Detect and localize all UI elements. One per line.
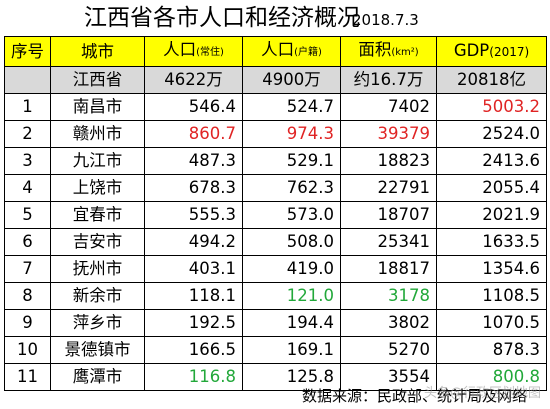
row-gdp: 800.8 <box>436 363 547 391</box>
row-area: 3178 <box>340 282 437 310</box>
row-index: 11 <box>4 363 51 391</box>
row-area: 5270 <box>340 336 437 364</box>
row-gdp: 878.3 <box>436 336 547 364</box>
row-index: 8 <box>4 282 51 310</box>
row-index: 5 <box>4 201 51 229</box>
row-gdp: 2021.9 <box>436 201 547 229</box>
row-city: 上饶市 <box>50 174 145 202</box>
row-pop-registered: 125.8 <box>242 363 341 391</box>
row-pop-resident: 555.3 <box>144 201 243 229</box>
table-row: 2 赣州市 860.7 974.3 39379 2524.0 <box>4 120 547 148</box>
row-pop-resident: 494.2 <box>144 228 243 256</box>
table-row: 10 景德镇市 166.5 169.1 5270 878.3 <box>4 336 547 364</box>
table-row: 9 萍乡市 192.5 194.4 3802 1070.5 <box>4 309 547 337</box>
row-pop-resident: 678.3 <box>144 174 243 202</box>
province-name: 江西省 <box>50 66 145 94</box>
table-row: 7 抚州市 403.1 419.0 18817 1354.6 <box>4 255 547 283</box>
row-area: 22791 <box>340 174 437 202</box>
table-row: 11 鹰潭市 116.8 125.8 3554 800.8 <box>4 363 547 391</box>
row-city: 南昌市 <box>50 93 145 121</box>
row-gdp: 2524.0 <box>436 120 547 148</box>
table-title: 江西省各市人口和经济概况 <box>84 5 360 31</box>
row-pop-registered: 121.0 <box>242 282 341 310</box>
row-pop-resident: 487.3 <box>144 147 243 175</box>
province-pop-resident: 4622万 <box>144 66 243 94</box>
row-city: 新余市 <box>50 282 145 310</box>
row-pop-registered: 529.1 <box>242 147 341 175</box>
header-area: 面积(km²) <box>340 36 437 67</box>
row-gdp: 1354.6 <box>436 255 547 283</box>
table-row: 8 新余市 118.1 121.0 3178 1108.5 <box>4 282 547 310</box>
province-pop-registered: 4900万 <box>242 66 341 94</box>
header-index: 序号 <box>4 36 51 67</box>
row-city: 抚州市 <box>50 255 145 283</box>
table-row: 5 宜春市 555.3 573.0 18707 2021.9 <box>4 201 547 229</box>
row-index: 9 <box>4 309 51 337</box>
row-area: 18817 <box>340 255 437 283</box>
row-pop-resident: 403.1 <box>144 255 243 283</box>
row-pop-registered: 974.3 <box>242 120 341 148</box>
row-area: 25341 <box>340 228 437 256</box>
province-row: 江西省 4622万 4900万 约16.7万 20818亿 <box>4 66 547 94</box>
row-pop-registered: 762.3 <box>242 174 341 202</box>
row-gdp: 2055.4 <box>436 174 547 202</box>
table-row: 3 九江市 487.3 529.1 18823 2413.6 <box>4 147 547 175</box>
province-area: 约16.7万 <box>340 66 437 94</box>
row-pop-registered: 169.1 <box>242 336 341 364</box>
row-pop-resident: 860.7 <box>144 120 243 148</box>
table-date: 2018.7.3 <box>352 11 419 29</box>
row-area: 3802 <box>340 309 437 337</box>
row-city: 景德镇市 <box>50 336 145 364</box>
province-gdp: 20818亿 <box>436 66 547 94</box>
row-pop-resident: 166.5 <box>144 336 243 364</box>
province-index <box>4 66 51 94</box>
row-area: 18823 <box>340 147 437 175</box>
row-pop-registered: 508.0 <box>242 228 341 256</box>
row-gdp: 1108.5 <box>436 282 547 310</box>
row-index: 1 <box>4 93 51 121</box>
watermark: 头条@行政区划地图 <box>424 386 542 401</box>
header-city: 城市 <box>50 36 145 67</box>
row-area: 7402 <box>340 93 437 121</box>
title-bar: 江西省各市人口和经济概况 2018.7.3 <box>0 0 550 36</box>
header-pop-resident: 人口(常住) <box>144 36 243 67</box>
row-city: 赣州市 <box>50 120 145 148</box>
row-area: 18707 <box>340 201 437 229</box>
table-row: 4 上饶市 678.3 762.3 22791 2055.4 <box>4 174 547 202</box>
row-pop-resident: 116.8 <box>144 363 243 391</box>
row-gdp: 5003.2 <box>436 93 547 121</box>
row-city: 宜春市 <box>50 201 145 229</box>
row-pop-registered: 573.0 <box>242 201 341 229</box>
row-pop-resident: 546.4 <box>144 93 243 121</box>
row-city: 九江市 <box>50 147 145 175</box>
header-row: 序号 城市 人口(常住) 人口(户籍) 面积(km²) GDP(2017) <box>4 36 547 67</box>
data-source-note: 数据来源：民政部、统计局及网络 <box>302 387 528 405</box>
header-gdp: GDP(2017) <box>436 36 547 67</box>
header-pop-registered: 人口(户籍) <box>242 36 341 67</box>
row-gdp: 1070.5 <box>436 309 547 337</box>
row-index: 6 <box>4 228 51 256</box>
row-index: 10 <box>4 336 51 364</box>
row-pop-registered: 194.4 <box>242 309 341 337</box>
row-pop-registered: 524.7 <box>242 93 341 121</box>
row-index: 4 <box>4 174 51 202</box>
row-pop-resident: 118.1 <box>144 282 243 310</box>
row-index: 3 <box>4 147 51 175</box>
row-index: 2 <box>4 120 51 148</box>
row-gdp: 1633.5 <box>436 228 547 256</box>
row-pop-registered: 419.0 <box>242 255 341 283</box>
table-row: 6 吉安市 494.2 508.0 25341 1633.5 <box>4 228 547 256</box>
population-economy-table: 序号 城市 人口(常住) 人口(户籍) 面积(km²) GDP(2017) 江西… <box>4 36 547 391</box>
row-pop-resident: 192.5 <box>144 309 243 337</box>
row-gdp: 2413.6 <box>436 147 547 175</box>
row-city: 鹰潭市 <box>50 363 145 391</box>
table-row: 1 南昌市 546.4 524.7 7402 5003.2 <box>4 93 547 121</box>
row-city: 萍乡市 <box>50 309 145 337</box>
row-city: 吉安市 <box>50 228 145 256</box>
row-area: 39379 <box>340 120 437 148</box>
row-index: 7 <box>4 255 51 283</box>
